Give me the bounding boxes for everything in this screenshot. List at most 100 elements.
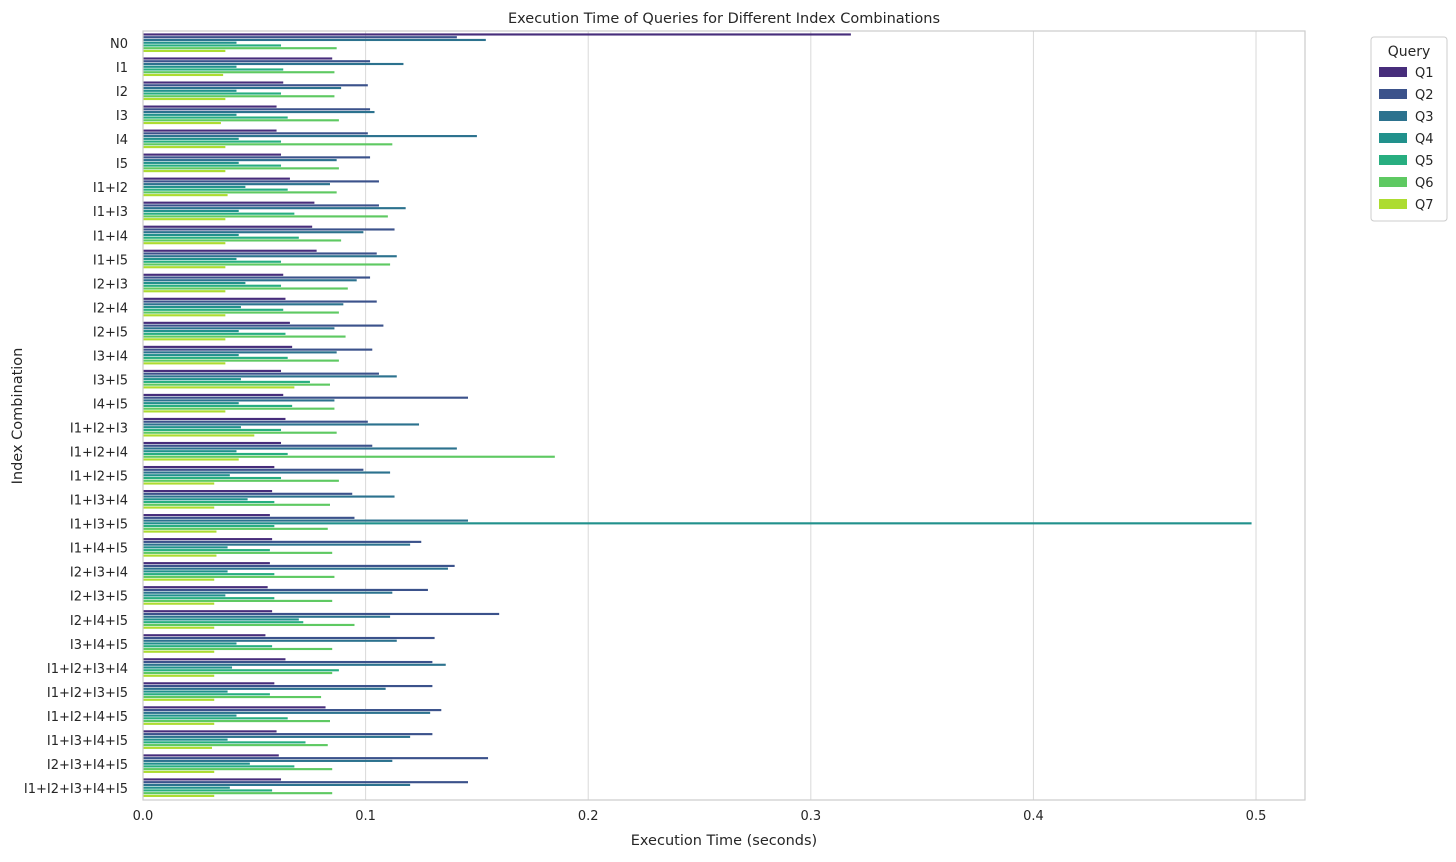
y-tick-label: I1+I3 [93, 205, 128, 220]
bar-I5-Q7 [143, 170, 226, 173]
bar-I1+I4+I5-Q7 [143, 554, 217, 557]
bar-I1+I2+I4-Q5 [143, 452, 288, 456]
bar-I1+I4-Q1 [143, 225, 313, 228]
bar-I1+I2+I5-Q6 [143, 479, 339, 482]
bar-I1-Q1 [143, 57, 333, 60]
y-tick-label: I3+I4+I5 [70, 638, 128, 653]
bar-I1+I3-Q3 [143, 207, 406, 210]
bar-I1+I4-Q3 [143, 231, 364, 234]
bar-I1+I5-Q2 [143, 252, 377, 255]
bar-I4-Q5 [143, 140, 282, 143]
legend-title: Query [1388, 44, 1431, 60]
bar-I1+I2-Q4 [143, 185, 246, 188]
bar-N0-Q2 [143, 36, 457, 39]
bar-N0-Q3 [143, 38, 486, 42]
bar-I1+I3+I4+I5-Q6 [143, 744, 328, 747]
bar-I4-Q7 [143, 146, 226, 149]
bar-I1+I3+I5-Q2 [143, 516, 355, 519]
bar-N0-Q6 [143, 47, 337, 50]
bar-I1+I2+I4+I5-Q2 [143, 709, 442, 712]
bar-I1+I2-Q3 [143, 183, 330, 186]
plot-frame [142, 30, 1306, 801]
bar-I3+I5-Q7 [143, 386, 295, 389]
bar-I1+I2+I4+I5-Q5 [143, 717, 288, 720]
bar-I1+I2+I3+I4-Q2 [143, 660, 433, 664]
bar-I1+I2+I4-Q2 [143, 444, 373, 447]
y-tick-label: I1+I2+I4+I5 [47, 710, 128, 725]
bar-I1+I3+I5-Q3 [143, 519, 468, 522]
bar-I1-Q5 [143, 68, 284, 71]
bar-N0-Q7 [143, 49, 226, 53]
y-tick-label: I3+I4 [93, 349, 128, 364]
bar-I1+I2+I3+I4+I5-Q5 [143, 789, 273, 792]
bar-I1+I2+I3-Q7 [143, 434, 255, 437]
y-tick-label: I1+I5 [93, 253, 128, 268]
bar-I1+I2+I4+I5-Q1 [143, 706, 326, 709]
bar-I2+I3+I4+I5-Q5 [143, 765, 295, 768]
bar-I3-Q4 [143, 113, 237, 116]
bar-I1+I3+I5-Q6 [143, 527, 328, 530]
bar-I2+I3+I4+I5-Q2 [143, 757, 489, 760]
bar-I3+I4-Q3 [143, 351, 337, 354]
chart-title: Execution Time of Queries for Different … [508, 11, 940, 27]
bar-I1+I3+I5-Q4 [143, 522, 1252, 525]
bar-I2+I5-Q4 [143, 330, 239, 333]
bar-I1+I2+I4+I5-Q4 [143, 714, 237, 717]
bar-I2+I3+I5-Q5 [143, 597, 275, 600]
bar-I3-Q3 [143, 110, 375, 114]
bar-I1+I2+I3+I4+I5-Q4 [143, 786, 230, 789]
bar-I2+I5-Q3 [143, 327, 335, 330]
bar-I1+I3+I4+I5-Q1 [143, 730, 277, 733]
bar-I4+I5-Q7 [143, 410, 226, 413]
bar-I3+I4+I5-Q2 [143, 636, 435, 640]
bar-I2+I5-Q1 [143, 321, 290, 324]
bar-I1+I3+I4+I5-Q5 [143, 741, 306, 744]
bar-I1+I2+I3+I5-Q2 [143, 684, 433, 688]
bar-I2+I3+I5-Q7 [143, 602, 215, 605]
bar-I1+I3+I4-Q1 [143, 490, 273, 493]
bar-I5-Q6 [143, 167, 339, 170]
bar-I1+I4-Q5 [143, 236, 299, 239]
bar-I3-Q5 [143, 116, 288, 119]
bar-I4-Q6 [143, 143, 393, 146]
bar-I2+I4-Q4 [143, 305, 241, 309]
bar-I2+I3+I5-Q2 [143, 588, 428, 592]
bar-I1+I5-Q6 [143, 263, 391, 266]
bar-I2+I5-Q7 [143, 338, 226, 341]
bar-I1+I2+I3-Q2 [143, 420, 368, 423]
bar-I1+I3+I4+I5-Q2 [143, 733, 433, 736]
bar-I2+I3+I5-Q3 [143, 591, 393, 594]
bar-I1+I2-Q6 [143, 191, 337, 194]
bar-I1+I4-Q2 [143, 228, 395, 231]
bar-I1+I4+I5-Q1 [143, 538, 273, 541]
legend-swatch-Q7 [1379, 199, 1407, 209]
bar-I5-Q4 [143, 161, 239, 164]
bar-I5-Q5 [143, 164, 282, 167]
bar-I1-Q7 [143, 73, 224, 77]
bar-I1+I3+I4+I5-Q3 [143, 735, 411, 738]
bar-I2+I3+I4-Q7 [143, 578, 215, 581]
bar-I1+I2+I4+I5-Q6 [143, 720, 330, 723]
y-tick-label: I1 [116, 61, 128, 76]
bar-I2+I4+I5-Q4 [143, 618, 299, 621]
legend-frame [1370, 36, 1448, 222]
bar-I1+I2+I3+I4+I5-Q7 [143, 794, 215, 797]
y-tick-label: I2+I3 [93, 277, 128, 292]
bar-I1+I4+I5-Q3 [143, 543, 411, 546]
bar-I1+I3+I4-Q5 [143, 500, 275, 504]
x-tick-label: 0.1 [355, 809, 376, 824]
bar-I2+I3+I4+I5-Q1 [143, 754, 279, 757]
bar-I1+I3+I4-Q2 [143, 492, 353, 495]
y-tick-label: I1+I3+I4+I5 [47, 734, 128, 749]
bar-I2+I3+I4+I5-Q6 [143, 768, 333, 771]
bar-I2+I3-Q2 [143, 276, 371, 279]
bar-I3+I4-Q5 [143, 356, 288, 359]
bar-I2+I4+I5-Q6 [143, 623, 355, 627]
bar-I5-Q2 [143, 156, 371, 159]
bar-I1-Q6 [143, 71, 335, 74]
bar-I2+I4-Q2 [143, 300, 377, 303]
bar-I1+I2+I3+I4+I5-Q1 [143, 778, 282, 781]
bar-I1+I2+I3+I4-Q6 [143, 671, 333, 675]
bar-I1+I4+I5-Q2 [143, 540, 422, 543]
bar-I1+I2+I4-Q7 [143, 458, 239, 461]
